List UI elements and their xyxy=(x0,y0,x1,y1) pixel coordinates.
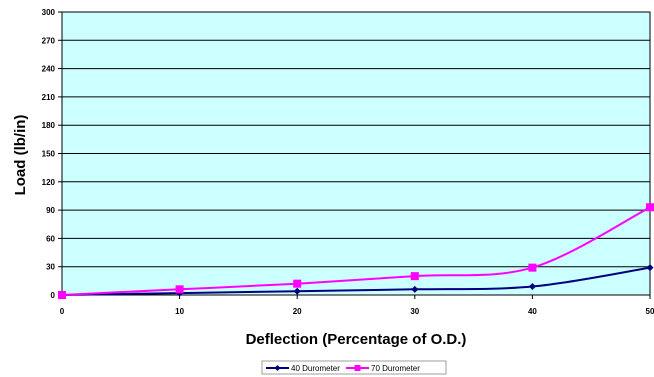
legend: 40 Durometer 70 Durometer xyxy=(261,360,447,375)
y-tick-label: 90 xyxy=(46,206,55,215)
tick-labels: 0 30 60 90 120 150 180 210 240 270 300 0 10 20 30 40 50 xyxy=(42,8,654,316)
y-tick-label: 150 xyxy=(42,150,56,159)
x-axis-title: Deflection (Percentage of O.D.) xyxy=(246,331,467,348)
data-point-40-durometer xyxy=(528,283,536,291)
series-layer xyxy=(58,203,654,299)
data-point-70-durometer xyxy=(410,272,419,281)
y-tick-label: 240 xyxy=(42,65,56,74)
y-tick-label: 270 xyxy=(42,36,56,45)
data-point-40-durometer xyxy=(646,264,654,272)
x-tick-label: 40 xyxy=(528,307,537,316)
data-point-70-durometer xyxy=(646,203,654,212)
y-tick-label: 210 xyxy=(42,93,56,102)
y-axis-title: Load (lb/in) xyxy=(12,115,29,196)
y-tick-label: 60 xyxy=(46,234,55,243)
legend-label-40-durometer: 40 Durometer xyxy=(291,364,340,373)
data-point-70-durometer xyxy=(175,285,184,294)
x-tick-label: 0 xyxy=(60,307,65,316)
data-point-40-durometer xyxy=(293,287,301,295)
x-tick-label: 10 xyxy=(175,307,184,316)
y-tick-label: 30 xyxy=(46,263,55,272)
legend-label-70-durometer: 70 Durometer xyxy=(371,364,420,373)
data-point-70-durometer xyxy=(58,291,66,299)
data-point-70-durometer xyxy=(293,279,302,288)
y-tick-label: 0 xyxy=(51,291,56,300)
legend-marker-40-durometer xyxy=(274,365,281,371)
legend-marker-70-durometer xyxy=(354,365,361,371)
x-tick-label: 30 xyxy=(410,307,419,316)
gridlines xyxy=(58,11,651,299)
y-tick-label: 300 xyxy=(42,8,56,17)
data-point-40-durometer xyxy=(411,285,419,293)
y-tick-label: 180 xyxy=(42,121,56,130)
series-line-40-durometer xyxy=(61,266,651,296)
x-tick-label: 50 xyxy=(646,307,654,316)
data-point-70-durometer xyxy=(528,263,537,272)
x-tick-label: 20 xyxy=(293,307,302,316)
series-line-70-durometer xyxy=(61,206,651,296)
y-tick-label: 120 xyxy=(42,178,56,187)
